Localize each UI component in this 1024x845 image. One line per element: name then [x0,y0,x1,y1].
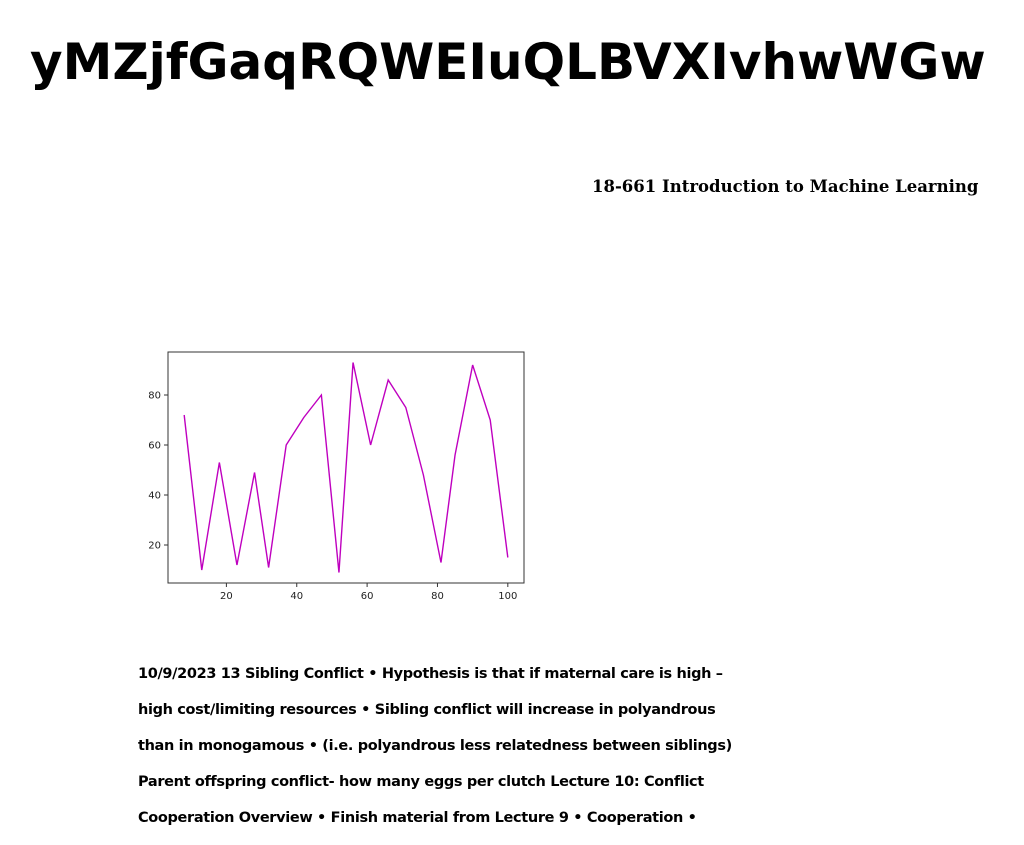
data-point [472,364,473,365]
y-tick-label: 40 [148,491,161,502]
page-title: yMZjfGaqRQWEIuQLBVXIvhwWGw [30,33,986,91]
data-point [184,414,185,415]
data-point [507,557,508,558]
data-point [254,472,255,473]
data-point [388,379,389,380]
data-point [321,394,322,395]
data-point [219,462,220,463]
data-point [201,569,202,570]
data-point [490,419,491,420]
x-tick-label: 80 [431,591,444,602]
course-label: 18-661 Introduction to Machine Learning [592,177,979,196]
x-tick-label: 100 [498,591,517,602]
body-line: than in monogamous • (i.e. polyandrous l… [138,738,732,754]
data-point [423,474,424,475]
y-tick-label: 60 [148,441,161,452]
body-text: 10/9/2023 13 Sibling Conflict • Hypothes… [138,647,778,845]
data-point [303,417,304,418]
body-line: Cooperation Overview • Finish material f… [138,810,697,826]
body-line: 10/9/2023 13 Sibling Conflict • Hypothes… [138,666,723,682]
y-tick-label: 20 [148,541,161,552]
body-line: high cost/limiting resources • Sibling c… [138,702,716,718]
body-line: Parent offspring conflict- how many eggs… [138,774,704,790]
y-tick-label: 80 [148,391,161,402]
series-line [183,362,509,573]
data-point [370,444,371,445]
data-point [440,562,441,563]
data-point [405,407,406,408]
line-chart: 20 40 60 80 100 20 40 60 80 [120,340,540,605]
x-tick-label: 40 [290,591,303,602]
data-point [338,572,339,573]
data-point [454,454,455,455]
data-point [352,362,353,363]
x-tick-label: 60 [361,591,374,602]
line-chart-svg: 20 40 60 80 100 20 40 60 80 [148,351,525,602]
data-point [268,567,269,568]
data-point [236,564,237,565]
x-tick-label: 20 [220,591,233,602]
data-point [286,444,287,445]
